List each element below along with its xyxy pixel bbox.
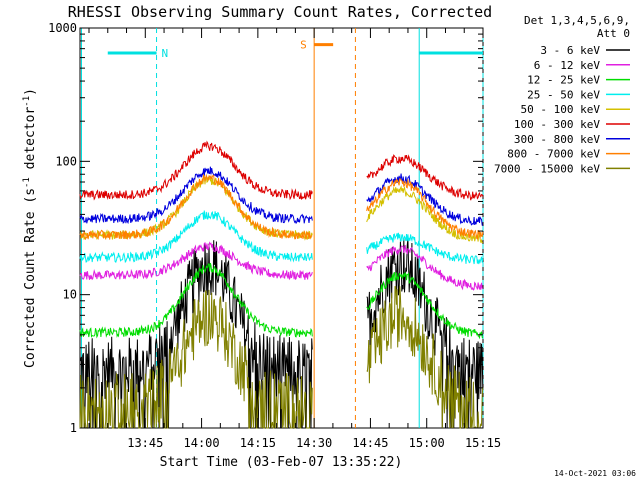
series-line-2-pre	[79, 262, 313, 339]
legend-header-2: Att 0	[597, 27, 630, 40]
axis-ticks	[80, 27, 484, 429]
legend-label: 100 - 300 keV	[514, 118, 600, 131]
x-tick-label: 13:45	[127, 436, 163, 450]
x-tick-label: 15:15	[465, 436, 501, 450]
series-line-1-pre	[79, 241, 313, 281]
svg-text:Corrected Count Rate (s-1 dete: Corrected Count Rate (s-1 detector-1)	[22, 88, 38, 368]
y-tick-label: 1	[70, 421, 77, 435]
legend-label: 25 - 50 keV	[527, 88, 600, 101]
series-line-0-pre	[79, 240, 313, 429]
legend-label: 6 - 12 keV	[534, 59, 601, 72]
night-label: N	[162, 47, 169, 60]
series-line-5-pre	[79, 140, 313, 201]
series-line-7-post	[366, 178, 484, 240]
series-line-5-post	[366, 154, 484, 201]
series-line-3-pre	[79, 210, 313, 264]
plot-area: NS	[79, 27, 484, 429]
series-line-7-pre	[79, 173, 313, 240]
series-line-8-post	[366, 286, 484, 429]
legend-label: 7000 - 15000 keV	[494, 162, 600, 175]
y-axis-label-sup2: -1	[22, 96, 32, 107]
y-axis-label-end: )	[23, 88, 38, 96]
series-line-6-pre	[79, 166, 313, 225]
series-line-1-post	[366, 245, 484, 291]
y-axis-label: Corrected Count Rate (s-1 detector-1)	[22, 88, 38, 368]
legend-label: 12 - 25 keV	[527, 74, 600, 87]
chart-title: RHESSI Observing Summary Count Rates, Co…	[68, 3, 492, 21]
footer-timestamp: 14-Oct-2021 03:06	[554, 469, 636, 478]
series-layer	[79, 140, 484, 429]
x-tick-label: 14:45	[352, 436, 388, 450]
y-tick-labels: 1 10 100 1000	[48, 21, 77, 435]
y-axis-label-mid: detector	[23, 107, 38, 178]
series-line-6-post	[366, 173, 483, 226]
x-axis-label: Start Time (03-Feb-07 13:35:22)	[160, 455, 403, 470]
y-axis-label-main: Corrected Count Rate (s	[23, 188, 38, 368]
series-line-3-post	[366, 232, 484, 265]
series-line-8-pre	[79, 289, 313, 429]
legend-label: 300 - 800 keV	[514, 133, 600, 146]
series-line-0-post	[366, 238, 484, 429]
x-tick-label: 14:00	[184, 436, 220, 450]
legend-label: 3 - 6 keV	[540, 44, 600, 57]
y-tick-label: 10	[63, 288, 77, 302]
legend-header-1: Det 1,3,4,5,6,9,	[524, 14, 630, 27]
y-tick-label: 100	[55, 154, 77, 168]
x-tick-label: 15:00	[409, 436, 445, 450]
y-axis-label-sup1: -1	[22, 177, 32, 188]
x-tick-labels: 13:45 14:00 14:15 14:30 14:45 15:00 15:15	[127, 436, 501, 450]
series-line-2-post	[366, 271, 484, 340]
legend: Det 1,3,4,5,6,9, Att 0 3 - 6 keV 6 - 12 k…	[494, 14, 630, 175]
x-tick-label: 14:15	[240, 436, 276, 450]
legend-label: 800 - 7000 keV	[507, 148, 600, 161]
legend-label: 50 - 100 keV	[521, 103, 601, 116]
saa-label: S	[300, 39, 307, 52]
y-tick-label: 1000	[48, 21, 77, 35]
x-tick-label: 14:30	[296, 436, 332, 450]
